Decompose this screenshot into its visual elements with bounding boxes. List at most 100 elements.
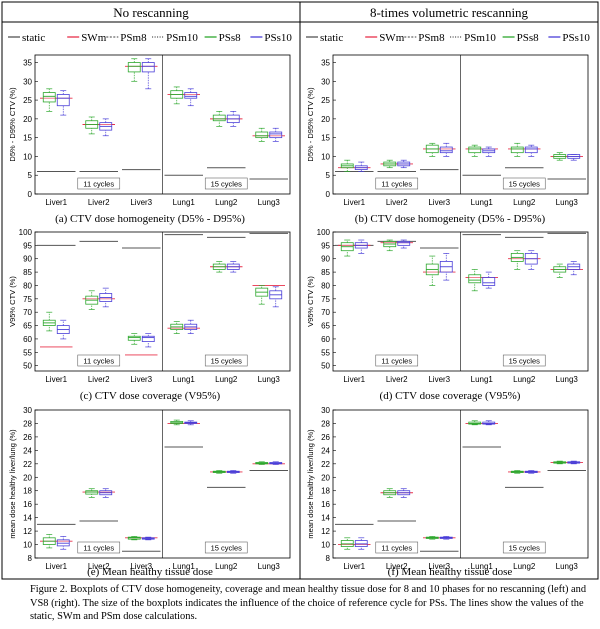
caption-a: (a) CTV dose homogeneity (D5% - D95%) — [55, 213, 245, 225]
y-tick-label: 16 — [23, 500, 32, 509]
x-tick-label: Lung1 — [471, 562, 494, 571]
x-tick-label: Liver3 — [428, 375, 450, 384]
group-box-left — [77, 354, 121, 367]
y-tick-label: 100 — [317, 228, 331, 237]
x-tick-label: Lung1 — [173, 562, 196, 571]
y-axis-label-d: V95% CTV (%) — [306, 276, 315, 327]
x-tick-label: Liver2 — [386, 562, 408, 571]
box-ps10 — [524, 146, 538, 154]
box-ps8 — [127, 62, 141, 73]
box-ps10 — [141, 335, 155, 342]
y-tick-label: 24 — [23, 446, 32, 455]
y-tick-label: 22 — [23, 460, 32, 469]
x-tick-label: Lung3 — [258, 198, 281, 207]
y-tick-label: 10 — [23, 541, 32, 550]
group-label-left: 11 cycles — [381, 544, 412, 553]
x-tick-label: Lung2 — [215, 562, 238, 571]
box-ps8 — [510, 146, 524, 154]
y-tick-label: 15 — [23, 134, 32, 143]
legend-label-pss8: PSs8 — [219, 32, 242, 44]
x-tick-label: Lung1 — [173, 198, 196, 207]
box-ps8 — [42, 92, 56, 103]
y-tick-label: 85 — [23, 268, 32, 277]
y-tick-label: 0 — [326, 190, 331, 199]
y-tick-label: 26 — [321, 433, 330, 442]
box-ps10 — [482, 277, 496, 286]
group-box-left — [375, 541, 419, 554]
box-ps8 — [468, 274, 482, 284]
y-tick-label: 5 — [326, 171, 331, 180]
box-ps8 — [127, 335, 141, 341]
chart-e: 8 10 12 14 16 18 20 22 24 26 28 30 mean dose healthy… — [8, 406, 291, 571]
y-tick-label: 30 — [321, 406, 330, 415]
box-ps10 — [141, 62, 155, 73]
y-tick-label: 70 — [321, 308, 330, 317]
column-title-right: 8-times volumetric rescanning — [370, 5, 529, 20]
group-label-right: 15 cycles — [509, 544, 541, 553]
y-tick-label: 30 — [321, 77, 330, 86]
x-tick-label: Liver2 — [386, 198, 408, 207]
legend-label-psm10: PSm10 — [464, 32, 496, 44]
x-tick-label: Liver2 — [88, 198, 110, 207]
y-tick-label: 20 — [321, 473, 330, 482]
legend-label-pss10: PSs10 — [264, 32, 292, 44]
group-box-right — [502, 541, 546, 554]
group-label-right: 15 cycles — [509, 357, 541, 366]
y-axis-label-f: mean dose healthy liver/lung (%) — [306, 429, 315, 539]
y-tick-label: 50 — [23, 362, 32, 371]
x-tick-label: Lung2 — [513, 198, 536, 207]
x-tick-label: Liver1 — [343, 562, 365, 571]
x-tick-label: Liver3 — [130, 375, 152, 384]
x-tick-label: Liver1 — [343, 375, 365, 384]
caption-f: (f) Mean healthy tissue dose — [388, 566, 513, 578]
y-tick-label: 10 — [321, 541, 330, 550]
y-tick-label: 10 — [321, 152, 330, 161]
y-tick-label: 35 — [23, 59, 32, 68]
box-ps10 — [184, 92, 198, 99]
y-tick-label: 26 — [23, 433, 32, 442]
group-label-left: 11 cycles — [381, 180, 412, 189]
y-tick-label: 25 — [321, 96, 330, 105]
y-tick-label: 90 — [23, 255, 32, 264]
x-tick-label: Liver2 — [88, 562, 110, 571]
y-tick-label: 28 — [321, 419, 330, 428]
panel-captions: (a) CTV dose homogeneity (D5% - D95%) (b… — [55, 213, 545, 578]
y-tick-label: 60 — [23, 335, 32, 344]
x-tick-label: Liver1 — [45, 375, 67, 384]
group-box-left — [375, 354, 419, 367]
caption-c: (c) CTV dose coverage (V95%) — [80, 390, 221, 402]
x-tick-label: Lung3 — [258, 562, 281, 571]
y-tick-label: 85 — [321, 268, 330, 277]
y-tick-label: 16 — [321, 500, 330, 509]
box-ps10 — [269, 131, 283, 139]
group-label-left: 11 cycles — [83, 180, 114, 189]
x-tick-label: Liver3 — [428, 562, 450, 571]
group-box-left — [375, 177, 419, 190]
group-label-right: 15 cycles — [211, 180, 243, 189]
chart-c: 50 55 60 65 70 75 80 85 90 95 100 V95% CTV (%) Liver… — [8, 228, 291, 384]
y-tick-label: 22 — [321, 460, 330, 469]
chart-f: 8 10 12 14 16 18 20 22 24 26 28 30 mean dose healthy… — [306, 406, 589, 571]
x-tick-label: Lung3 — [556, 375, 579, 384]
box-ps10 — [397, 240, 411, 246]
y-tick-label: 14 — [23, 514, 32, 523]
legend-right: static SWm PSm8 PSm10 PSs8 PSs10 — [306, 32, 590, 44]
y-tick-label: 28 — [23, 419, 32, 428]
y-tick-label: 20 — [23, 473, 32, 482]
x-tick-label: Liver3 — [428, 198, 450, 207]
y-tick-label: 12 — [23, 527, 32, 536]
legend-label-psm8: PSm8 — [418, 32, 445, 44]
y-tick-label: 55 — [321, 348, 330, 357]
group-label-left: 11 cycles — [83, 357, 114, 366]
y-tick-label: 20 — [23, 115, 32, 124]
legend-left: static SWm PSm8 PSm10 PSs8 PSs10 — [8, 32, 292, 44]
y-tick-label: 80 — [23, 281, 32, 290]
y-tick-label: 10 — [23, 152, 32, 161]
group-box-right — [502, 177, 546, 190]
panels: 0 5 10 15 20 25 30 35 D5% - D95% CTV (%) Liver1 Li… — [8, 54, 589, 571]
group-box-right — [204, 541, 248, 554]
group-label-right: 15 cycles — [211, 544, 243, 553]
group-box-left — [77, 177, 121, 190]
x-tick-label: Liver3 — [130, 562, 152, 571]
